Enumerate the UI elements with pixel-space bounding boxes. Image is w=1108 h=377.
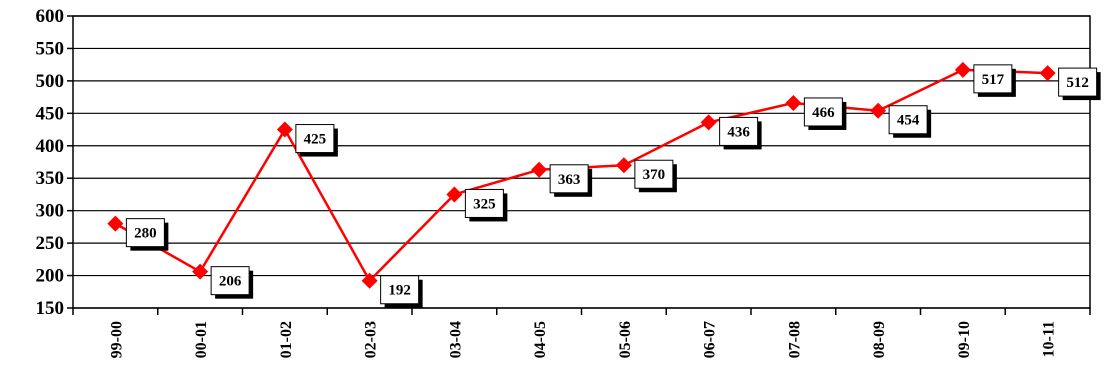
- data-label-box: [380, 275, 420, 305]
- data-label: 425: [295, 124, 338, 157]
- data-label: 280: [125, 218, 169, 251]
- data-label-text: 370: [643, 167, 666, 183]
- data-point: [954, 61, 971, 78]
- data-label: 512: [1058, 67, 1101, 101]
- x-tick-label: 99-00: [108, 321, 125, 358]
- data-label-box: [1058, 67, 1098, 97]
- data-point: [785, 94, 802, 111]
- x-tick-label: 04-05: [532, 321, 549, 358]
- data-label-text: 280: [134, 226, 157, 242]
- y-tick-label: 250: [36, 233, 65, 254]
- data-point: [615, 157, 632, 174]
- data-label-text: 466: [812, 105, 835, 121]
- data-point: [700, 114, 717, 131]
- y-tick-label: 300: [36, 201, 65, 222]
- x-tick-label: 09-10: [956, 321, 973, 358]
- data-point: [107, 215, 124, 232]
- data-label-box: [210, 266, 250, 296]
- x-tick-label: 03-04: [447, 321, 464, 358]
- data-point: [531, 161, 548, 178]
- data-point: [1039, 65, 1056, 82]
- y-tick-label: 600: [36, 6, 65, 27]
- data-label: 436: [719, 116, 762, 150]
- x-tick-label: 06-07: [702, 321, 719, 358]
- data-label-text: 512: [1066, 75, 1089, 91]
- data-label: 517: [973, 64, 1016, 97]
- data-label-text: 206: [219, 274, 242, 290]
- y-tick-label: 150: [36, 298, 65, 319]
- data-label: 454: [888, 105, 932, 138]
- x-tick-label: 01-02: [278, 321, 295, 358]
- x-tick-label: 05-06: [617, 321, 634, 358]
- x-tick-label: 07-08: [786, 321, 803, 358]
- x-tick-label: 10-11: [1041, 321, 1058, 357]
- gridlines: [73, 15, 1090, 309]
- data-label: 192: [380, 275, 423, 308]
- data-label-text: 425: [304, 132, 327, 148]
- y-tick-label: 450: [36, 103, 65, 124]
- x-axis-ticks: 99-00 00-01 01-02 02-03 03-04 04-05 05-06 06-07…: [72, 308, 1091, 358]
- data-label: 325: [464, 188, 508, 222]
- data-label-box: [803, 97, 843, 127]
- data-label: 370: [634, 159, 677, 193]
- data-point: [361, 272, 378, 289]
- data-label-box: [973, 64, 1013, 94]
- y-tick-label: 550: [36, 38, 65, 59]
- data-label-box: [634, 159, 674, 189]
- data-label-box: [464, 188, 504, 218]
- data-label-text: 325: [473, 196, 496, 212]
- data-label-text: 454: [897, 113, 920, 129]
- data-label: 206: [210, 266, 254, 299]
- x-tick-label: 00-01: [193, 321, 210, 358]
- data-label-box: [125, 218, 165, 248]
- data-label-text: 363: [558, 172, 581, 188]
- data-label-box: [549, 164, 589, 194]
- plot-area: [72, 15, 1091, 309]
- y-axis-ticks: 150 200 250 300 350 400 450 500 550 600: [36, 6, 73, 319]
- y-tick-label: 200: [36, 266, 65, 287]
- y-tick-label: 400: [36, 136, 65, 157]
- data-label-box: [719, 116, 759, 146]
- data-label: 466: [803, 97, 847, 130]
- data-point: [192, 263, 209, 280]
- y-tick-label: 350: [36, 168, 65, 189]
- data-label-box: [295, 124, 335, 154]
- data-label: 363: [549, 164, 593, 197]
- y-tick-label: 500: [36, 71, 65, 92]
- data-labels: 280 206 425 192 325 363 370 436 466 454 517 512: [125, 64, 1101, 308]
- x-tick-label: 02-03: [363, 321, 380, 358]
- data-point: [276, 121, 293, 138]
- data-point: [446, 186, 463, 203]
- data-label-text: 436: [727, 124, 750, 140]
- data-label-text: 192: [388, 283, 411, 299]
- x-tick-label: 08-09: [871, 321, 888, 358]
- data-point: [870, 102, 887, 119]
- data-label-box: [888, 105, 928, 135]
- data-label-text: 517: [982, 72, 1005, 88]
